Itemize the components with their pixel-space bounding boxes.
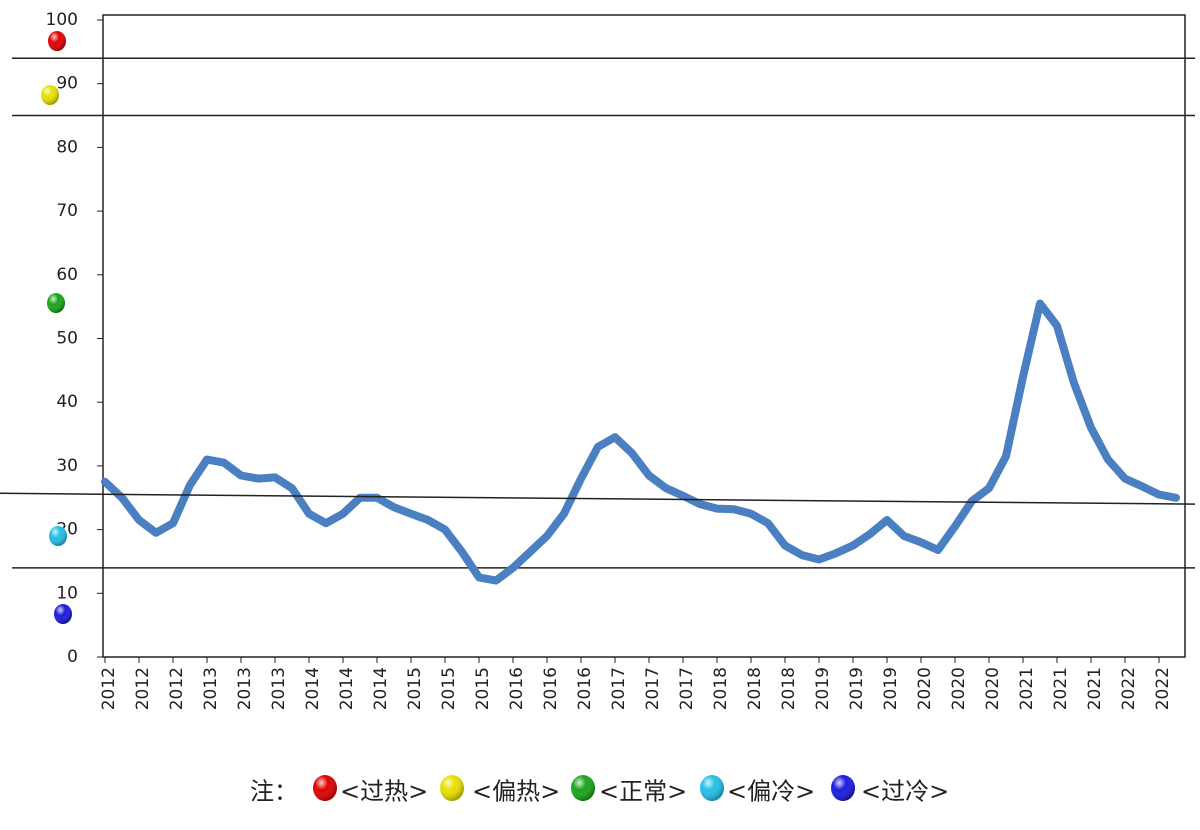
x-tick-label: 2013 [201, 667, 221, 710]
x-tick-label: 2017 [609, 667, 629, 710]
legend-label: <过冷> [861, 778, 949, 806]
x-tick-label: 2020 [983, 667, 1003, 710]
legend-label: <正常> [599, 778, 687, 806]
x-tick-label: 2012 [133, 667, 153, 710]
y-tick-label: 100 [46, 10, 78, 30]
x-tick-label: 2022 [1153, 667, 1173, 710]
legend-title: 注： [250, 778, 298, 806]
x-tick-label: 2021 [1017, 667, 1037, 710]
y-tick-label: 30 [56, 456, 78, 476]
y-tick-label: 40 [56, 392, 78, 412]
x-tick-label: 2012 [167, 667, 187, 710]
zone-marker-shine [54, 604, 72, 624]
legend-marker-shine [831, 775, 855, 801]
x-tick-label: 2014 [303, 667, 323, 710]
zone-marker-shine [41, 85, 59, 105]
plot-frame [102, 14, 1186, 658]
x-tick-label: 2016 [575, 667, 595, 710]
legend-label: <偏热> [472, 778, 560, 806]
legend: 注： <过热> <偏热> <正常> <偏冷> <过冷> [250, 775, 949, 806]
x-tick-label: 2015 [405, 667, 425, 710]
legend-marker-shine [700, 775, 724, 801]
x-tick-label: 2019 [881, 667, 901, 710]
x-tick-label: 2016 [541, 667, 561, 710]
x-tick-label: 2015 [473, 667, 493, 710]
x-tick-label: 2013 [269, 667, 289, 710]
x-tick-label: 2018 [745, 667, 765, 710]
x-tick-label: 2018 [779, 667, 799, 710]
x-tick-label: 2019 [847, 667, 867, 710]
x-tick-label: 2021 [1051, 667, 1071, 710]
legend-label: <偏冷> [727, 778, 815, 806]
x-tick-label: 2012 [99, 667, 119, 710]
x-tick-label: 2017 [677, 667, 697, 710]
y-tick-label: 80 [56, 137, 78, 157]
y-tick-label: 70 [56, 201, 78, 221]
data-line [101, 299, 1180, 585]
x-tick-label: 2019 [813, 667, 833, 710]
zone-marker-shine [48, 31, 66, 51]
x-tick-label: 2014 [337, 667, 357, 710]
x-tick-label: 2018 [711, 667, 731, 710]
trend-line [0, 492, 1196, 505]
y-tick-label: 10 [56, 583, 78, 603]
x-tick-label: 2021 [1085, 667, 1105, 710]
x-tick-label: 2020 [915, 667, 935, 710]
y-tick-label: 50 [56, 329, 78, 349]
x-tick-label: 2020 [949, 667, 969, 710]
legend-marker-shine [571, 775, 595, 801]
y-tick-label: 0 [67, 647, 78, 667]
zone-marker-shine [49, 526, 67, 546]
x-tick-label: 2015 [439, 667, 459, 710]
x-tick-label: 2013 [235, 667, 255, 710]
zone-marker-shine [47, 293, 65, 313]
x-tick-label: 2014 [371, 667, 391, 710]
y-tick-label: 60 [56, 265, 78, 285]
y-tick-label: 90 [56, 74, 78, 94]
x-tick-label: 2017 [643, 667, 663, 710]
legend-marker-shine [440, 775, 464, 801]
legend-marker-shine [313, 775, 337, 801]
x-tick-label: 2022 [1119, 667, 1139, 710]
x-tick-label: 2016 [507, 667, 527, 710]
legend-label: <过热> [340, 778, 428, 806]
